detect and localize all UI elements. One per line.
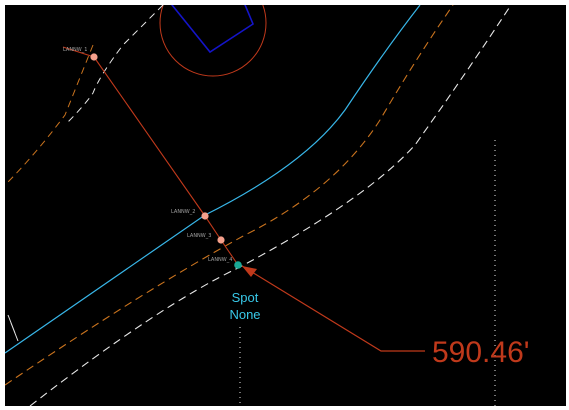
edge-tick-marks [7,314,19,342]
square-symbol[interactable] [168,5,254,54]
point-label-lannw-4: LANNW_4 [208,257,232,263]
measurement-arrow-head [242,266,257,277]
road-alignment[interactable] [5,5,421,354]
point-marker-lannw-2[interactable] [201,212,209,220]
spot-value: None [229,307,260,322]
edge-line-orange[interactable] [5,5,454,386]
point-leader-line[interactable] [62,46,239,266]
point-label-lannw-3: LANNW_3 [187,233,211,239]
spot-title: Spot [232,290,259,305]
point-label-lannw-1: LANNW_1 [63,47,87,53]
edge-line-orange-upper[interactable] [5,44,94,186]
cad-viewport[interactable]: LANNW_1 LANNW_2 LANNW_3 LANNW_4 Spot Non… [5,5,566,406]
edge-line-white[interactable] [29,5,512,406]
point-marker-lannw-1[interactable] [90,53,98,61]
edge-line-white-upper[interactable] [64,5,164,126]
point-marker-lannw-3[interactable] [217,236,225,244]
drawing-canvas[interactable]: LANNW_1 LANNW_2 LANNW_3 LANNW_4 Spot Non… [5,5,566,406]
measurement-value: 590.46' [432,336,530,369]
measurement-leader-line[interactable] [241,265,425,352]
point-marker-selected[interactable] [234,261,242,269]
circle-symbol[interactable] [159,5,267,77]
point-label-lannw-2: LANNW_2 [171,209,195,215]
